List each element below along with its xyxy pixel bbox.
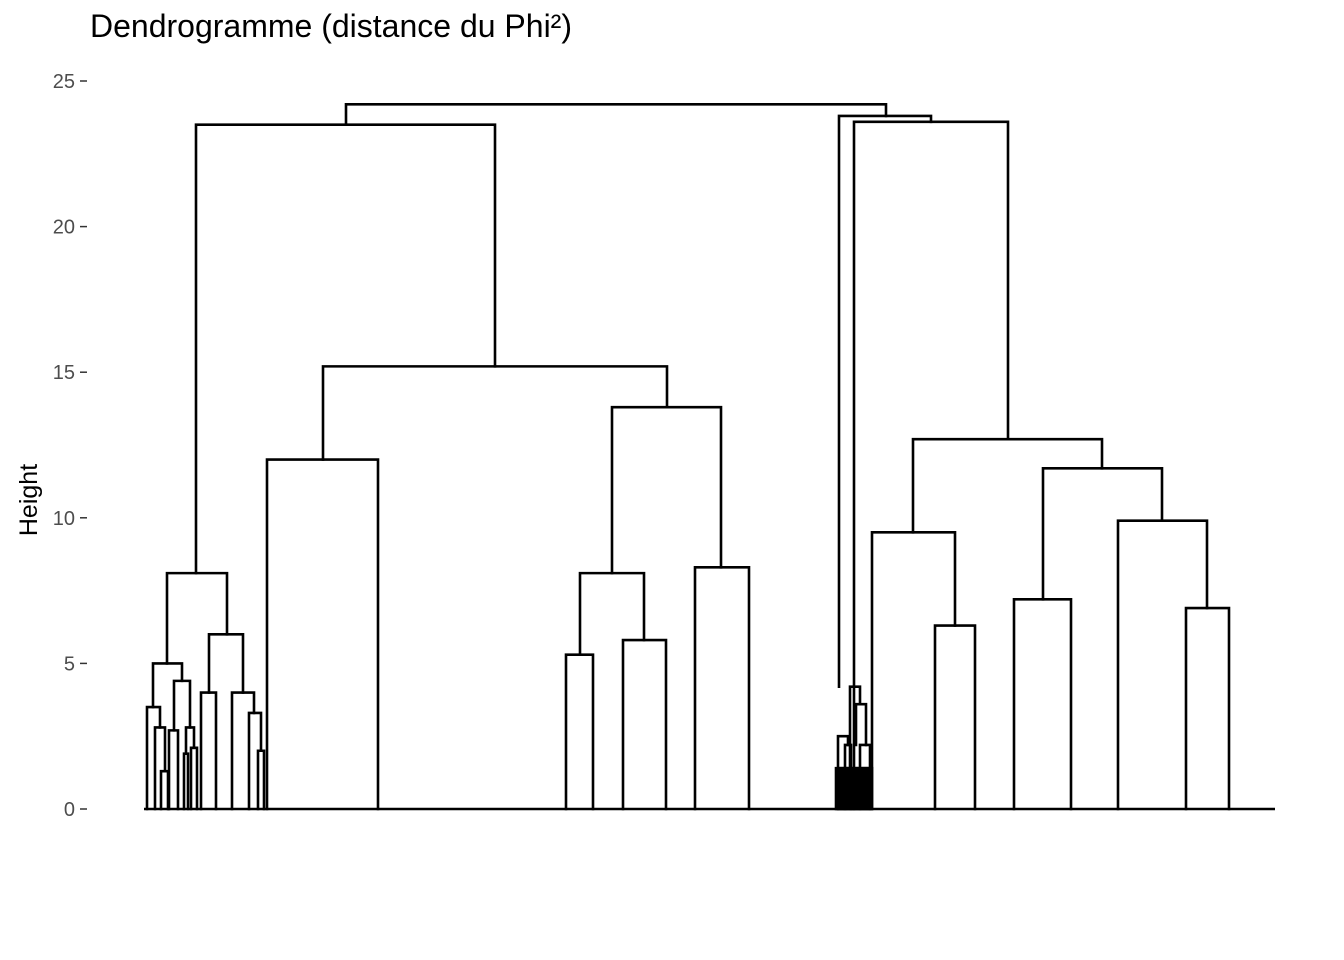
dendrogram-branch bbox=[199, 691, 218, 811]
dendrogram-branch bbox=[189, 746, 199, 811]
dendrogram-branch bbox=[182, 752, 190, 811]
y-tick-label: 20 bbox=[53, 217, 75, 239]
y-tick-label: 15 bbox=[53, 362, 75, 384]
y-tick-label: 5 bbox=[64, 653, 75, 675]
dendrogram-branch bbox=[870, 531, 957, 811]
dendrogram-branch bbox=[1012, 598, 1073, 811]
dendrogram-branch bbox=[159, 769, 170, 811]
dendrogram-branch bbox=[578, 571, 646, 656]
y-axis-title: Height bbox=[15, 464, 43, 536]
dendrogram-branch bbox=[167, 729, 180, 811]
dendrogram-branch bbox=[933, 624, 977, 811]
dendrogram-branch bbox=[848, 685, 862, 770]
y-axis: 0 5 10 15 20 25 bbox=[53, 71, 87, 821]
dendrogram-branch bbox=[564, 653, 595, 811]
dendrogram-branch bbox=[230, 691, 256, 811]
dendrogram-branch bbox=[621, 638, 668, 811]
dendrogram-branch bbox=[194, 123, 497, 575]
dendrogram-branch bbox=[153, 726, 167, 811]
dendrogram-branch bbox=[207, 632, 245, 694]
dendrogram-branch bbox=[1116, 519, 1209, 811]
dendrogram-branch bbox=[1184, 606, 1231, 811]
dendrogram-branch bbox=[247, 711, 263, 811]
dendrogram-branch bbox=[1041, 466, 1164, 601]
dendrogram-branch bbox=[151, 662, 184, 709]
dendrogram-branch bbox=[911, 437, 1104, 534]
dendrogram-branch bbox=[145, 705, 162, 811]
y-tick-label: 0 bbox=[64, 799, 75, 821]
dendrogram-branch bbox=[265, 458, 380, 811]
dendrogram-tree bbox=[145, 102, 1231, 811]
dendrogram-branch bbox=[172, 679, 192, 732]
dendrogram-branch bbox=[165, 571, 229, 665]
dendrogram-branch bbox=[852, 120, 1010, 811]
dendrogram-branch bbox=[256, 749, 266, 811]
dendrogram-branch bbox=[693, 566, 751, 811]
y-tick-label: 10 bbox=[53, 508, 75, 530]
y-tick-label: 25 bbox=[53, 71, 75, 93]
dendrogram-branch bbox=[868, 766, 874, 811]
dendrogram-branch bbox=[837, 114, 933, 688]
dendrogram-branch bbox=[321, 365, 669, 461]
dendrogram-branch bbox=[344, 102, 888, 126]
dendrogram-branch bbox=[184, 726, 196, 755]
chart-title: Dendrogramme (distance du Phi²) bbox=[90, 8, 572, 44]
dendrogram-branch bbox=[854, 702, 868, 747]
dendrogram-branch bbox=[610, 405, 723, 575]
